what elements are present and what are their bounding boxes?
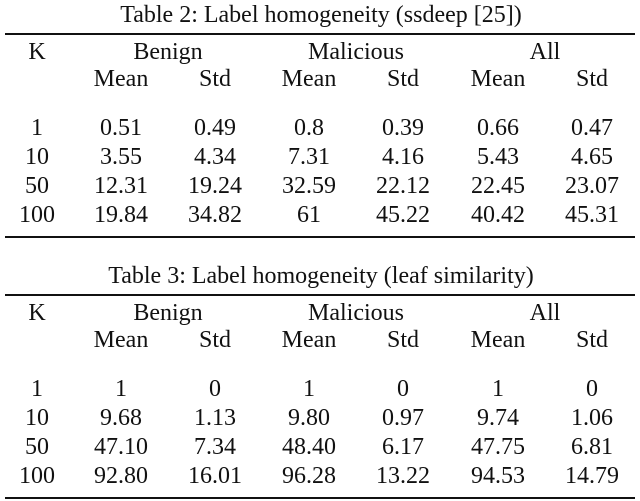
- header-mean: Mean: [93, 66, 149, 92]
- cell: 13.22: [376, 463, 430, 489]
- cell: 1: [492, 376, 504, 402]
- cell: 1: [115, 376, 127, 402]
- cell: 6.81: [571, 434, 613, 460]
- cell: 9.74: [477, 405, 519, 431]
- cell: 47.10: [94, 434, 148, 460]
- table-row: 1 1 0 1 0 1 0: [0, 375, 640, 404]
- cell: 9.80: [288, 405, 330, 431]
- cell: 0: [209, 376, 221, 402]
- cell: 45.31: [565, 202, 619, 228]
- cell-k: 50: [25, 173, 49, 199]
- header-group-malicious: Malicious: [308, 300, 404, 326]
- cell: 34.82: [188, 202, 242, 228]
- cell: 0.39: [382, 115, 424, 141]
- cell: 4.16: [382, 144, 424, 170]
- table-row: 100 19.84 34.82 61 45.22 40.42 45.31: [0, 201, 640, 230]
- cell: 4.65: [571, 144, 613, 170]
- header-std: Std: [198, 327, 232, 353]
- table-row: 10 3.55 4.34 7.31 4.16 5.43 4.65: [0, 143, 640, 172]
- cell: 5.43: [477, 144, 519, 170]
- cell: 94.53: [471, 463, 525, 489]
- sub-header-row: Mean Std Mean Std Mean Std: [0, 65, 640, 94]
- cell: 3.55: [100, 144, 142, 170]
- table-row: 50 47.10 7.34 48.40 6.17 47.75 6.81: [0, 433, 640, 462]
- header-mean: Mean: [93, 327, 149, 353]
- table-3: Table 3: Label homogeneity (leaf similar…: [0, 261, 640, 499]
- cell: 0.49: [194, 115, 236, 141]
- header-std: Std: [575, 327, 609, 353]
- cell: 19.84: [94, 202, 148, 228]
- cell-k: 1: [31, 376, 43, 402]
- cell: 1: [303, 376, 315, 402]
- cell: 0.97: [382, 405, 424, 431]
- cell: 22.12: [376, 173, 430, 199]
- header-k: K: [28, 39, 46, 65]
- header-mean: Mean: [281, 327, 337, 353]
- header-mean: Mean: [470, 327, 526, 353]
- table-caption: Table 3: Label homogeneity (leaf similar…: [108, 263, 534, 289]
- cell: 23.07: [565, 173, 619, 199]
- table-row: 10 9.68 1.13 9.80 0.97 9.74 1.06: [0, 404, 640, 433]
- bottom-rule: [5, 236, 635, 238]
- cell: 0.47: [571, 115, 613, 141]
- cell: 14.79: [565, 463, 619, 489]
- header-std: Std: [386, 66, 420, 92]
- cell: 22.45: [471, 173, 525, 199]
- cell-k: 100: [19, 463, 55, 489]
- cell: 0.51: [100, 115, 142, 141]
- cell: 12.31: [94, 173, 148, 199]
- sub-header-row: Mean Std Mean Std Mean Std: [0, 326, 640, 355]
- table-row: 100 92.80 16.01 96.28 13.22 94.53 14.79: [0, 462, 640, 491]
- header-group-all: All: [529, 39, 561, 65]
- bottom-rule: [5, 497, 635, 499]
- cell: 0.66: [477, 115, 519, 141]
- cell: 7.34: [194, 434, 236, 460]
- cell-k: 10: [25, 144, 49, 170]
- cell: 92.80: [94, 463, 148, 489]
- cell-k: 100: [19, 202, 55, 228]
- top-rule: [5, 33, 635, 35]
- header-std: Std: [386, 327, 420, 353]
- header-group-all: All: [529, 300, 561, 326]
- header-group-benign: Benign: [133, 300, 203, 326]
- cell: 0: [586, 376, 598, 402]
- header-k: K: [28, 300, 46, 326]
- table-row: 1 0.51 0.49 0.8 0.39 0.66 0.47: [0, 114, 640, 143]
- cell: 7.31: [288, 144, 330, 170]
- cell-k: 10: [25, 405, 49, 431]
- header-std: Std: [575, 66, 609, 92]
- header-group-benign: Benign: [133, 39, 203, 65]
- group-header-row: K Benign Malicious All: [0, 296, 640, 326]
- table-2: Table 2: Label homogeneity (ssdeep [25])…: [0, 0, 640, 238]
- header-std: Std: [198, 66, 232, 92]
- group-header-row: K Benign Malicious All: [0, 35, 640, 65]
- cell: 48.40: [282, 434, 336, 460]
- cell: 6.17: [382, 434, 424, 460]
- cell: 1.13: [194, 405, 236, 431]
- header-group-malicious: Malicious: [308, 39, 404, 65]
- cell: 96.28: [282, 463, 336, 489]
- cell: 47.75: [471, 434, 525, 460]
- header-mean: Mean: [281, 66, 337, 92]
- cell: 40.42: [471, 202, 525, 228]
- top-rule: [5, 294, 635, 296]
- cell: 0.8: [294, 115, 324, 141]
- cell: 9.68: [100, 405, 142, 431]
- table-caption: Table 2: Label homogeneity (ssdeep [25]): [120, 2, 522, 28]
- cell: 61: [297, 202, 321, 228]
- cell: 32.59: [282, 173, 336, 199]
- header-mean: Mean: [470, 66, 526, 92]
- cell-k: 50: [25, 434, 49, 460]
- cell: 4.34: [194, 144, 236, 170]
- table-row: 50 12.31 19.24 32.59 22.12 22.45 23.07: [0, 172, 640, 201]
- cell: 1.06: [571, 405, 613, 431]
- cell: 19.24: [188, 173, 242, 199]
- cell: 16.01: [188, 463, 242, 489]
- cell: 0: [397, 376, 409, 402]
- cell: 45.22: [376, 202, 430, 228]
- cell-k: 1: [31, 115, 43, 141]
